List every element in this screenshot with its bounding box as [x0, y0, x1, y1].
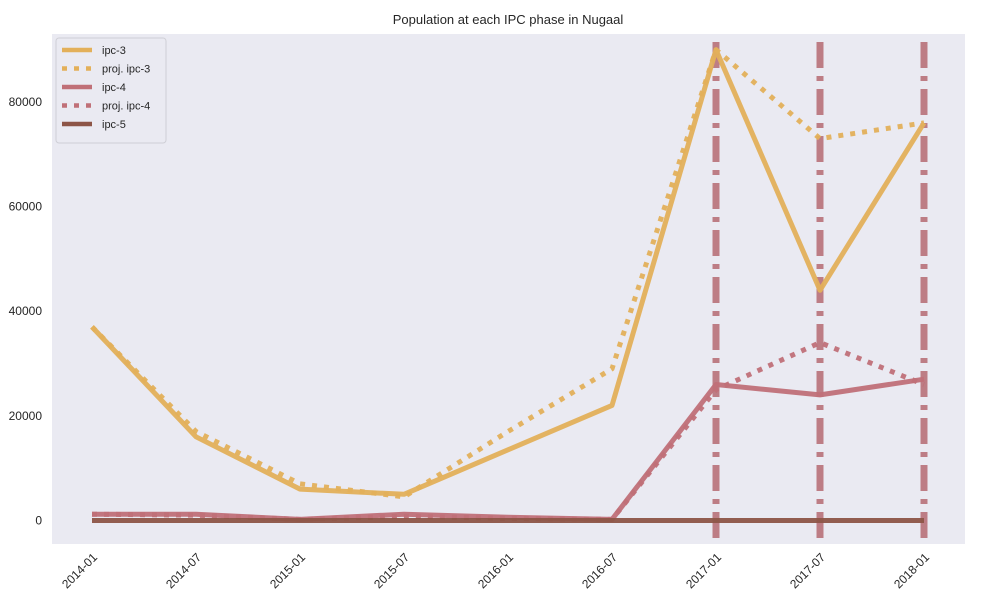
y-tick-label: 0 [35, 513, 42, 527]
legend-label-ipc-3: ipc-3 [102, 45, 126, 57]
plot-area [52, 34, 965, 544]
legend-label-proj-ipc-3: proj. ipc-3 [102, 64, 150, 76]
y-axis: 0 20000 40000 60000 80000 [9, 95, 43, 527]
legend-label-proj-ipc-4: proj. ipc-4 [102, 101, 150, 113]
y-tick-label: 80000 [9, 95, 43, 109]
series-line-ipc-4 [92, 376, 925, 522]
legend-box [55, 37, 167, 144]
series-line-ipc-3 [90, 47, 927, 497]
y-tick-label: 20000 [9, 409, 43, 423]
legend-label-ipc-4: ipc-4 [102, 82, 126, 94]
y-tick-label: 60000 [9, 200, 43, 214]
legend[interactable]: ipc-3 proj. ipc-3 ipc-4 proj. ipc-4 ipc-5 [55, 37, 167, 144]
y-tick-label: 40000 [9, 304, 43, 318]
chart-title: Population at each IPC phase in Nugaal [393, 12, 624, 27]
series-lines [90, 47, 927, 523]
legend-label-ipc-5: ipc-5 [102, 119, 126, 131]
